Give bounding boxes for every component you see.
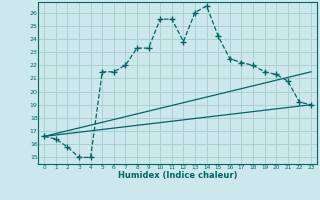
X-axis label: Humidex (Indice chaleur): Humidex (Indice chaleur) — [118, 171, 237, 180]
